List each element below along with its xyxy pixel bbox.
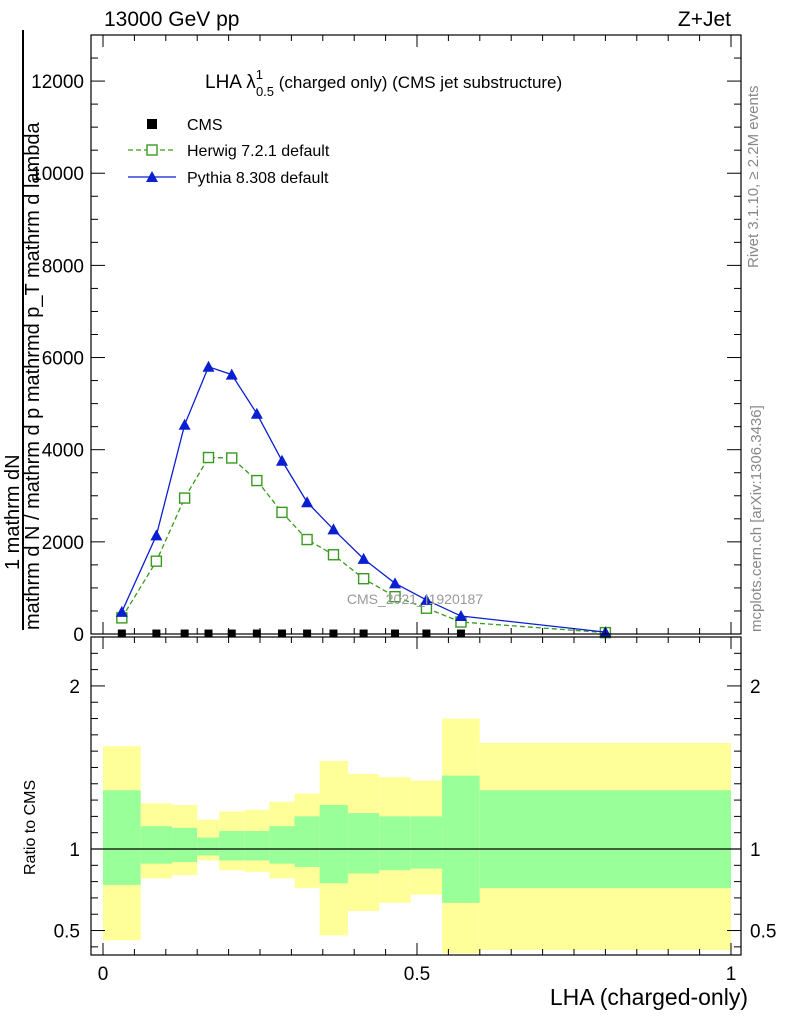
data-point-pythia — [420, 593, 433, 605]
ratio-inner-band-bin — [172, 827, 198, 863]
ratio-inner-band-bin — [347, 813, 380, 874]
ratio-inner-band-bin — [219, 831, 245, 861]
data-point-pythia — [225, 368, 238, 380]
watermark: CMS_2021_I1920187 — [347, 591, 483, 607]
series-solid-triangle — [115, 360, 612, 638]
legend-marker-herwig — [146, 144, 158, 156]
x-tick-label: 0.5 — [404, 964, 430, 985]
main-y-tick-label: 6000 — [42, 349, 84, 370]
data-point-pythia — [150, 529, 163, 541]
data-point-herwig — [202, 451, 215, 464]
data-point-herwig — [226, 452, 238, 464]
main-y-tick-label: 0 — [73, 625, 84, 646]
main-y-tick-label: 4000 — [42, 441, 84, 462]
plot-titles: LHA λ1 0.5 (charged only) (CMS jet substr… — [205, 67, 562, 607]
process-label: Z+Jet — [677, 8, 731, 31]
y-axis-label: 1 mathrm dN mathrm d N / mathrm d p math… — [0, 30, 44, 630]
ratio-inner-band-bin — [140, 826, 173, 864]
data-point-herwig — [301, 533, 313, 546]
ratio-inner-band-bin — [294, 816, 320, 867]
plot-title: LHA λ1 0.5 (charged only) (CMS jet substr… — [205, 67, 562, 99]
legend-label: CMS — [187, 117, 223, 134]
legend-marker-pythia — [146, 171, 158, 182]
ratio-y-tick-label-right: 0.5 — [750, 922, 776, 943]
data-point-pythia — [454, 610, 467, 622]
mcplots-label: mcplots.cern.ch [arXiv:1306.3436] — [748, 405, 765, 632]
main-y-tick-label: 2000 — [42, 533, 84, 554]
x-axis-label: LHA (charged-only) — [549, 984, 748, 1010]
ratio-inner-band-bin — [479, 790, 731, 889]
legend: CMS Herwig 7.2.1 default Pythia 8.308 defa… — [128, 117, 330, 187]
legend-label: Pythia 8.308 default — [187, 170, 329, 187]
main-y-tick-label: 12000 — [31, 72, 84, 93]
data-point-pythia — [275, 454, 288, 466]
ratio-uncertainty-bands — [103, 718, 731, 954]
ratio-inner-band-bin — [410, 816, 443, 869]
x-tick-label: 0 — [98, 964, 109, 985]
ratio-y-tick-label-right: 1 — [750, 840, 761, 861]
ratio-y-tick-label-left: 0.5 — [54, 922, 80, 943]
ratio-plot-frame — [90, 636, 742, 956]
rivet-version-label: Rivet 3.1.10, ≥ 2.2M events — [745, 85, 762, 269]
data-point-herwig — [251, 474, 263, 487]
main-y-tick-label: 8000 — [42, 256, 84, 277]
ratio-inner-band-bin — [197, 837, 220, 856]
tick-labels: 0 0.5 1 0 2000 4000 6000 8000 10000 12000 0.5 0.5 1 1… — [31, 72, 776, 985]
data-point-herwig — [357, 573, 370, 585]
data-point-pythia — [301, 496, 314, 508]
series-line — [121, 365, 606, 633]
main-y-tick-label: 10000 — [31, 164, 84, 185]
ratio-axis-label: Ratio to CMS — [22, 779, 39, 875]
ratio-inner-band-bin — [244, 831, 270, 861]
data-point-pythia — [327, 523, 340, 535]
x-tick-label: 1 — [726, 964, 737, 985]
data-point-herwig — [276, 506, 288, 519]
data-point-pythia — [115, 605, 128, 617]
data-point-pythia — [389, 577, 402, 589]
series-dashed-open-square — [116, 451, 612, 639]
ratio-y-tick-label-right: 2 — [750, 677, 761, 698]
ratio-inner-band-bin — [103, 790, 141, 885]
ratio-y-tick-label-left: 2 — [69, 677, 80, 698]
ratio-inner-band-bin — [319, 804, 348, 884]
legend-label: Herwig 7.2.1 default — [187, 143, 330, 160]
data-point-herwig — [389, 590, 401, 603]
energy-label: 13000 GeV pp — [104, 8, 240, 31]
ratio-inner-band-bin — [442, 775, 480, 903]
data-point-pythia — [250, 407, 263, 419]
ratio-inner-band-bin — [269, 826, 295, 864]
data-point-pythia — [202, 360, 215, 372]
y-axis-label-denominator: mathrm d N / mathrm d p mathrmd p_T math… — [22, 122, 44, 630]
legend-marker-cms — [147, 119, 157, 129]
data-point-pythia — [357, 552, 370, 564]
data-point-pythia — [178, 418, 191, 430]
ratio-y-tick-label-left: 1 — [69, 840, 80, 861]
data-point-herwig — [327, 549, 340, 561]
data-point-herwig — [178, 492, 191, 504]
data-point-herwig — [150, 555, 163, 567]
axis-ticks — [91, 34, 741, 955]
ratio-inner-band-bin — [379, 816, 411, 871]
